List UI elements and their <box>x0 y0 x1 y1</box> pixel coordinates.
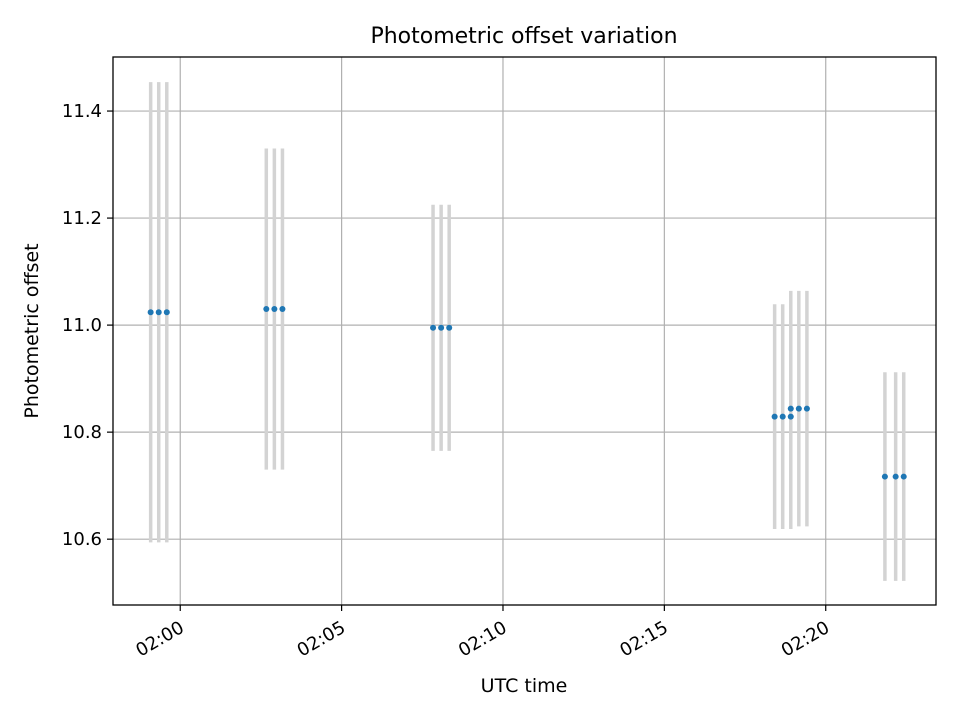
y-tick-label: 10.8 <box>62 422 102 443</box>
data-point <box>803 405 810 412</box>
data-point <box>771 413 778 420</box>
error-bars <box>148 82 906 581</box>
data-point <box>155 309 162 316</box>
x-tick-label: 02:20 <box>778 617 833 661</box>
data-point <box>271 306 278 313</box>
y-axis-title: Photometric offset <box>21 243 43 418</box>
data-point <box>881 473 888 480</box>
data-point <box>263 306 270 313</box>
data-point <box>438 324 445 331</box>
data-point <box>779 413 786 420</box>
y-axis-ticks: 10.6 10.8 11.0 11.2 11.4 <box>62 101 113 550</box>
plot-frame <box>112 56 937 606</box>
y-tick-label: 11.2 <box>62 208 102 229</box>
data-point <box>787 413 794 420</box>
data-points <box>147 306 907 480</box>
y-tick-label: 11.0 <box>62 315 102 336</box>
y-tick-label: 10.6 <box>62 529 102 550</box>
data-point <box>147 309 154 316</box>
data-point <box>787 405 794 412</box>
chart-title: Photometric offset variation <box>370 24 677 49</box>
x-tick-label: 02:10 <box>455 617 510 661</box>
data-point <box>446 324 453 331</box>
data-point <box>892 473 899 480</box>
grid <box>113 57 936 605</box>
x-tick-label: 02:05 <box>294 617 349 661</box>
data-point <box>163 309 170 316</box>
x-tick-label: 02:00 <box>132 617 187 661</box>
data-point <box>900 473 907 480</box>
x-axis-title: UTC time <box>481 675 568 697</box>
data-point <box>279 306 286 313</box>
data-point <box>795 405 802 412</box>
x-tick-label: 02:15 <box>616 617 671 661</box>
data-point <box>430 324 437 331</box>
y-tick-label: 11.4 <box>62 101 102 122</box>
x-axis-ticks: 02:00 02:05 02:10 02:15 02:20 <box>132 605 833 661</box>
